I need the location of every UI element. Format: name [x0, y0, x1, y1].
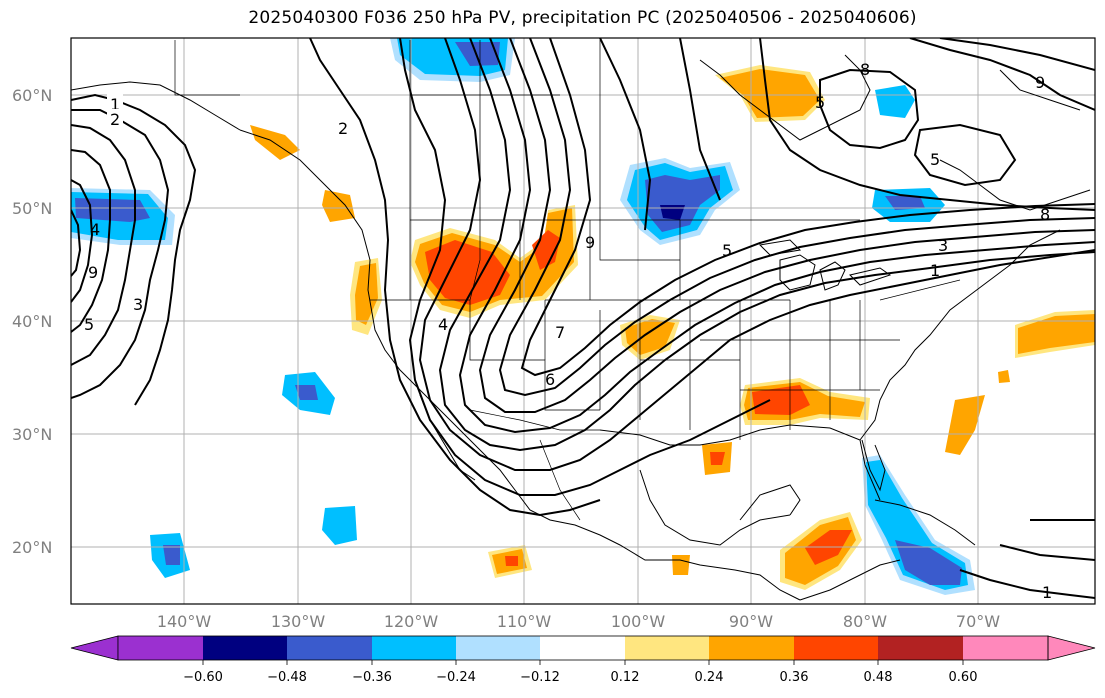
lon-label: 120°W	[384, 612, 439, 631]
lat-label: 50°N	[12, 199, 52, 218]
colorbar-bin	[118, 636, 203, 660]
contour-label: 5	[930, 150, 940, 169]
colorbar-bin	[794, 636, 878, 660]
colorbar: −0.60 −0.48 −0.36 −0.24 −0.12 0.12 0.24 …	[70, 635, 1096, 685]
contour-label: 4	[438, 315, 448, 334]
map-title: 2025040300 F036 250 hPa PV, precipitatio…	[248, 8, 917, 28]
colorbar-tick-label: −0.12	[520, 670, 560, 685]
colorbar-bin	[456, 636, 540, 660]
lat-label: 40°N	[12, 312, 52, 331]
lon-label: 100°W	[611, 612, 666, 631]
longitude-labels: 140°W 130°W 120°W 110°W 100°W 90°W 80°W …	[157, 612, 1000, 631]
pc-neg-ne1	[875, 85, 915, 118]
coastlines	[71, 54, 1091, 601]
colorbar-tick-label: 0.12	[611, 670, 640, 685]
state-borders	[174, 40, 961, 521]
pc-pos-coast1	[322, 190, 355, 222]
contour-label: 4	[90, 220, 100, 239]
colorbar-bin	[625, 636, 709, 660]
colorbar-extend-min	[70, 635, 119, 661]
pv-contours	[71, 38, 1095, 599]
colorbar-tick-label: 0.48	[864, 670, 893, 685]
latitude-labels: 60°N 50°N 40°N 30°N 20°N	[12, 86, 52, 557]
contour-label: 5	[722, 241, 732, 260]
pc-pos-atl2	[945, 395, 985, 455]
contour-label: 2	[110, 110, 120, 129]
lon-label: 110°W	[497, 612, 552, 631]
map-frame	[70, 37, 1096, 605]
contour-labels: 1 2 2 4 9 3 5 5 8 4 7 6 9 5 3 1 8 9 5 1	[84, 60, 1052, 602]
contour-label: 8	[860, 60, 870, 79]
contour-label: 1	[930, 261, 940, 280]
lat-label: 60°N	[12, 86, 52, 105]
colorbar-bin	[203, 636, 287, 660]
colorbar-bin	[963, 636, 1048, 660]
lon-label: 70°W	[956, 612, 1000, 631]
contour-label: 6	[545, 370, 555, 389]
contour-label: 5	[84, 315, 94, 334]
colorbar-bin	[372, 636, 456, 660]
colorbar-tick-label: 0.24	[695, 670, 724, 685]
colorbar-extend-max	[1047, 635, 1096, 661]
colorbar-tick-label: −0.60	[183, 670, 223, 685]
pc-neg-pac3	[322, 506, 357, 545]
lat-label: 20°N	[12, 538, 52, 557]
contour-label: 1	[1042, 583, 1052, 602]
colorbar-tick-label: −0.36	[352, 670, 392, 685]
contour-label: 3	[133, 295, 143, 314]
colorbar-bin	[287, 636, 372, 660]
contour-label: 5	[815, 93, 825, 112]
contour-label: 2	[338, 119, 348, 138]
colorbar-tick-label: 0.36	[780, 670, 809, 685]
lon-label: 90°W	[729, 612, 773, 631]
pc-neg-caribbean	[862, 455, 975, 595]
colorbar-tick-label: −0.24	[436, 670, 476, 685]
colorbar-bin	[878, 636, 963, 660]
contour-label: 9	[585, 233, 595, 252]
contour-label: 7	[555, 323, 565, 342]
pc-neg-pacific	[71, 188, 175, 245]
contour-label: 9	[88, 263, 98, 282]
lon-label: 140°W	[157, 612, 212, 631]
contour-label: 3	[938, 236, 948, 255]
colorbar-tick-label: −0.48	[267, 670, 307, 685]
pc-pos-small	[672, 555, 690, 575]
colorbar-bin	[709, 636, 794, 660]
colorbar-bin	[540, 636, 625, 660]
contour-label: 9	[1035, 73, 1045, 92]
contour-label: 8	[1040, 205, 1050, 224]
lat-label: 30°N	[12, 425, 52, 444]
contour-label: 1	[110, 95, 120, 114]
lon-label: 80°W	[843, 612, 887, 631]
lon-label: 130°W	[271, 612, 326, 631]
colorbar-tick-label: 0.60	[949, 670, 978, 685]
graticule	[71, 38, 1095, 604]
